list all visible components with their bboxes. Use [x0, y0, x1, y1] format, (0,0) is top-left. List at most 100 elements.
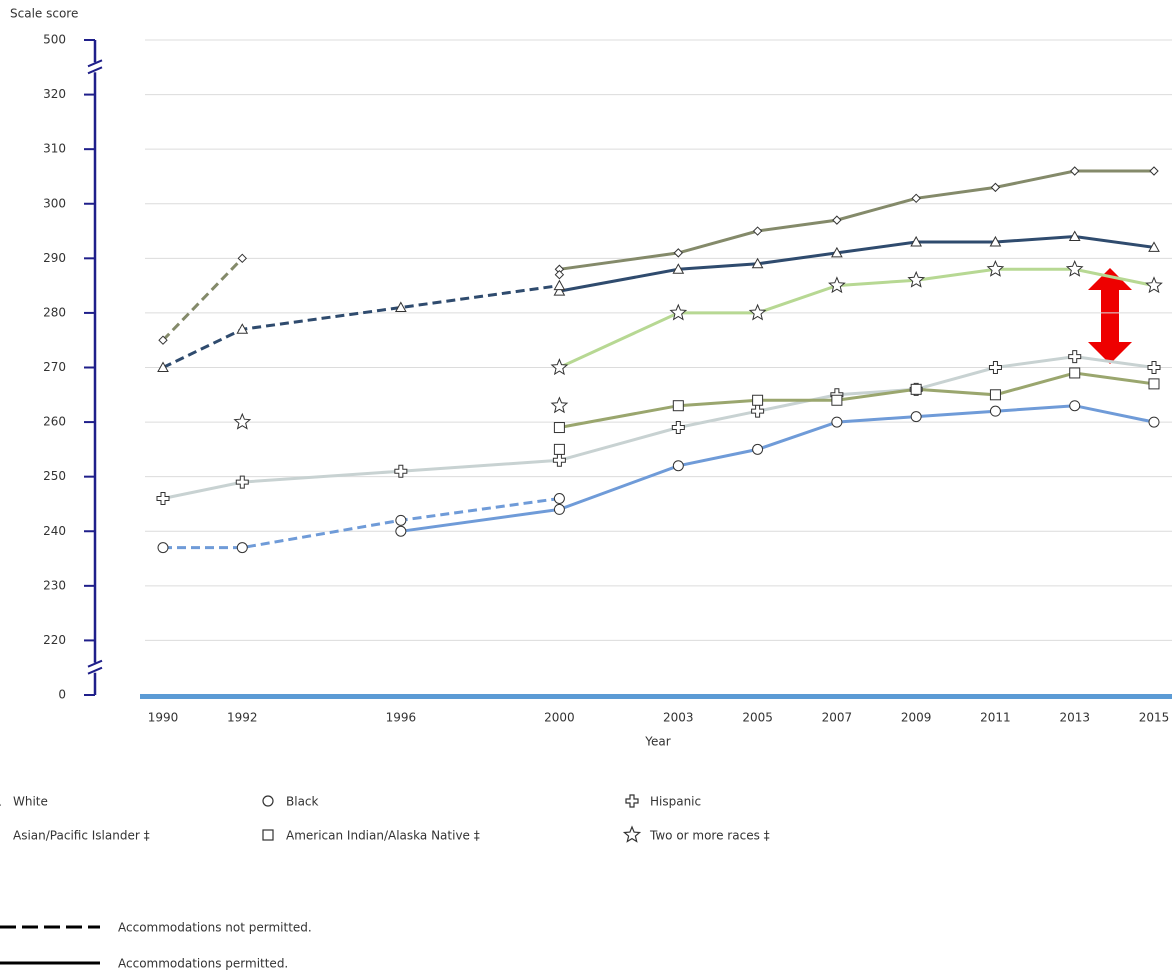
legend-label: Two or more races ‡	[649, 829, 770, 843]
legend-label: Asian/Pacific Islander ‡	[13, 829, 150, 843]
marker-triangle	[394, 301, 407, 312]
x-tick-label: 1992	[227, 711, 258, 725]
x-axis-line	[140, 694, 1172, 699]
break-mark	[87, 59, 103, 68]
y-tick-label: 240	[43, 524, 66, 538]
marker-square	[752, 394, 764, 406]
legend-label: Black	[286, 795, 319, 809]
marker-square	[910, 383, 922, 395]
x-tick-label: 2000	[544, 711, 575, 725]
marker-circle	[553, 493, 565, 504]
break-mark	[87, 66, 103, 75]
series-line	[559, 234, 1155, 293]
arrow-annotation	[1088, 268, 1132, 364]
marker-cross	[235, 475, 249, 489]
marker-square	[1069, 367, 1081, 379]
marker-circle	[236, 542, 248, 554]
marker-diamond	[990, 182, 1001, 193]
series-line	[559, 371, 1155, 429]
x-axis-label: Year	[644, 735, 670, 749]
series-line	[163, 258, 559, 340]
marker-diamond	[832, 215, 842, 225]
marker-diamond	[673, 248, 684, 258]
marker-triangle	[553, 285, 566, 296]
legend-label: White	[13, 795, 48, 809]
marker-star	[550, 396, 569, 414]
x-tick-label: 2005	[742, 711, 773, 725]
marker-diamond	[1070, 166, 1080, 176]
marker-circle	[1148, 416, 1160, 428]
x-tick-label: 2011	[980, 711, 1011, 725]
marker-star	[233, 412, 252, 430]
marker-circle	[157, 542, 169, 554]
break-gap	[88, 662, 102, 673]
marker-star	[986, 260, 1005, 277]
x-tick-label: 1996	[386, 711, 417, 725]
marker-triangle	[910, 235, 923, 247]
legend-marker	[262, 829, 274, 841]
y-tick-label: 300	[43, 196, 66, 210]
break-mark	[87, 659, 103, 668]
marker-triangle	[1068, 230, 1081, 241]
marker-diamond	[911, 193, 921, 203]
marker-circle	[831, 416, 843, 428]
marker-square	[553, 443, 565, 455]
marker-star	[828, 276, 846, 294]
axis-breaks	[87, 59, 103, 675]
y-tick-label: 260	[43, 415, 66, 429]
series-line	[163, 497, 560, 550]
marker-cross	[751, 404, 765, 418]
marker-star	[669, 303, 688, 321]
marker-star	[907, 270, 926, 288]
break-mark	[87, 666, 103, 675]
marker-square	[831, 394, 843, 406]
marker-diamond	[554, 270, 565, 280]
x-tick-label: 1990	[148, 711, 179, 725]
x-tick-label: 2007	[822, 711, 853, 725]
series-line	[400, 404, 1155, 533]
legend-marker	[622, 825, 642, 843]
marker-circle	[910, 411, 922, 423]
marker-square	[989, 389, 1001, 401]
y-tick-label: 270	[43, 360, 66, 374]
marker-triangle	[553, 279, 566, 291]
y-tick-label: 280	[43, 305, 66, 319]
y-axis-label: Scale score	[10, 7, 78, 21]
y-tick-label: 230	[43, 578, 66, 592]
y-tick-label: 220	[43, 633, 66, 647]
marker-diamond	[237, 253, 247, 264]
marker-triangle	[672, 263, 685, 274]
marker-star	[1065, 260, 1084, 277]
marker-triangle	[831, 246, 843, 258]
series-line	[162, 355, 1155, 500]
series-line	[558, 267, 1155, 369]
marker-square	[553, 422, 565, 434]
marker-cross	[1147, 361, 1161, 374]
legend-dashed-label: Accommodations not permitted.	[118, 921, 312, 935]
marker-circle	[752, 443, 764, 455]
marker-star	[748, 303, 767, 321]
marker-cross	[988, 361, 1002, 374]
marker-cross	[671, 421, 685, 435]
marker-cross	[1068, 350, 1082, 364]
y-tick-label: 0	[58, 688, 66, 702]
y-tick-label: 290	[43, 251, 66, 265]
y-tick-label: 250	[43, 469, 66, 483]
marker-cross	[394, 464, 408, 478]
marker-circle	[672, 460, 684, 472]
marker-circle	[1069, 400, 1081, 412]
marker-square	[1148, 378, 1160, 390]
x-tick-label: 2013	[1059, 711, 1090, 725]
legend-label: American Indian/Alaska Native ‡	[286, 829, 480, 843]
marker-diamond	[158, 335, 168, 345]
marker-triangle	[989, 235, 1002, 247]
marker-circle	[395, 514, 407, 526]
break-gap	[88, 62, 102, 73]
legend-marker	[262, 795, 274, 807]
marker-diamond	[1149, 166, 1159, 176]
marker-triangle	[157, 361, 169, 372]
series-line	[162, 284, 560, 369]
series-line	[559, 169, 1154, 271]
legend-label: Hispanic	[650, 795, 701, 809]
